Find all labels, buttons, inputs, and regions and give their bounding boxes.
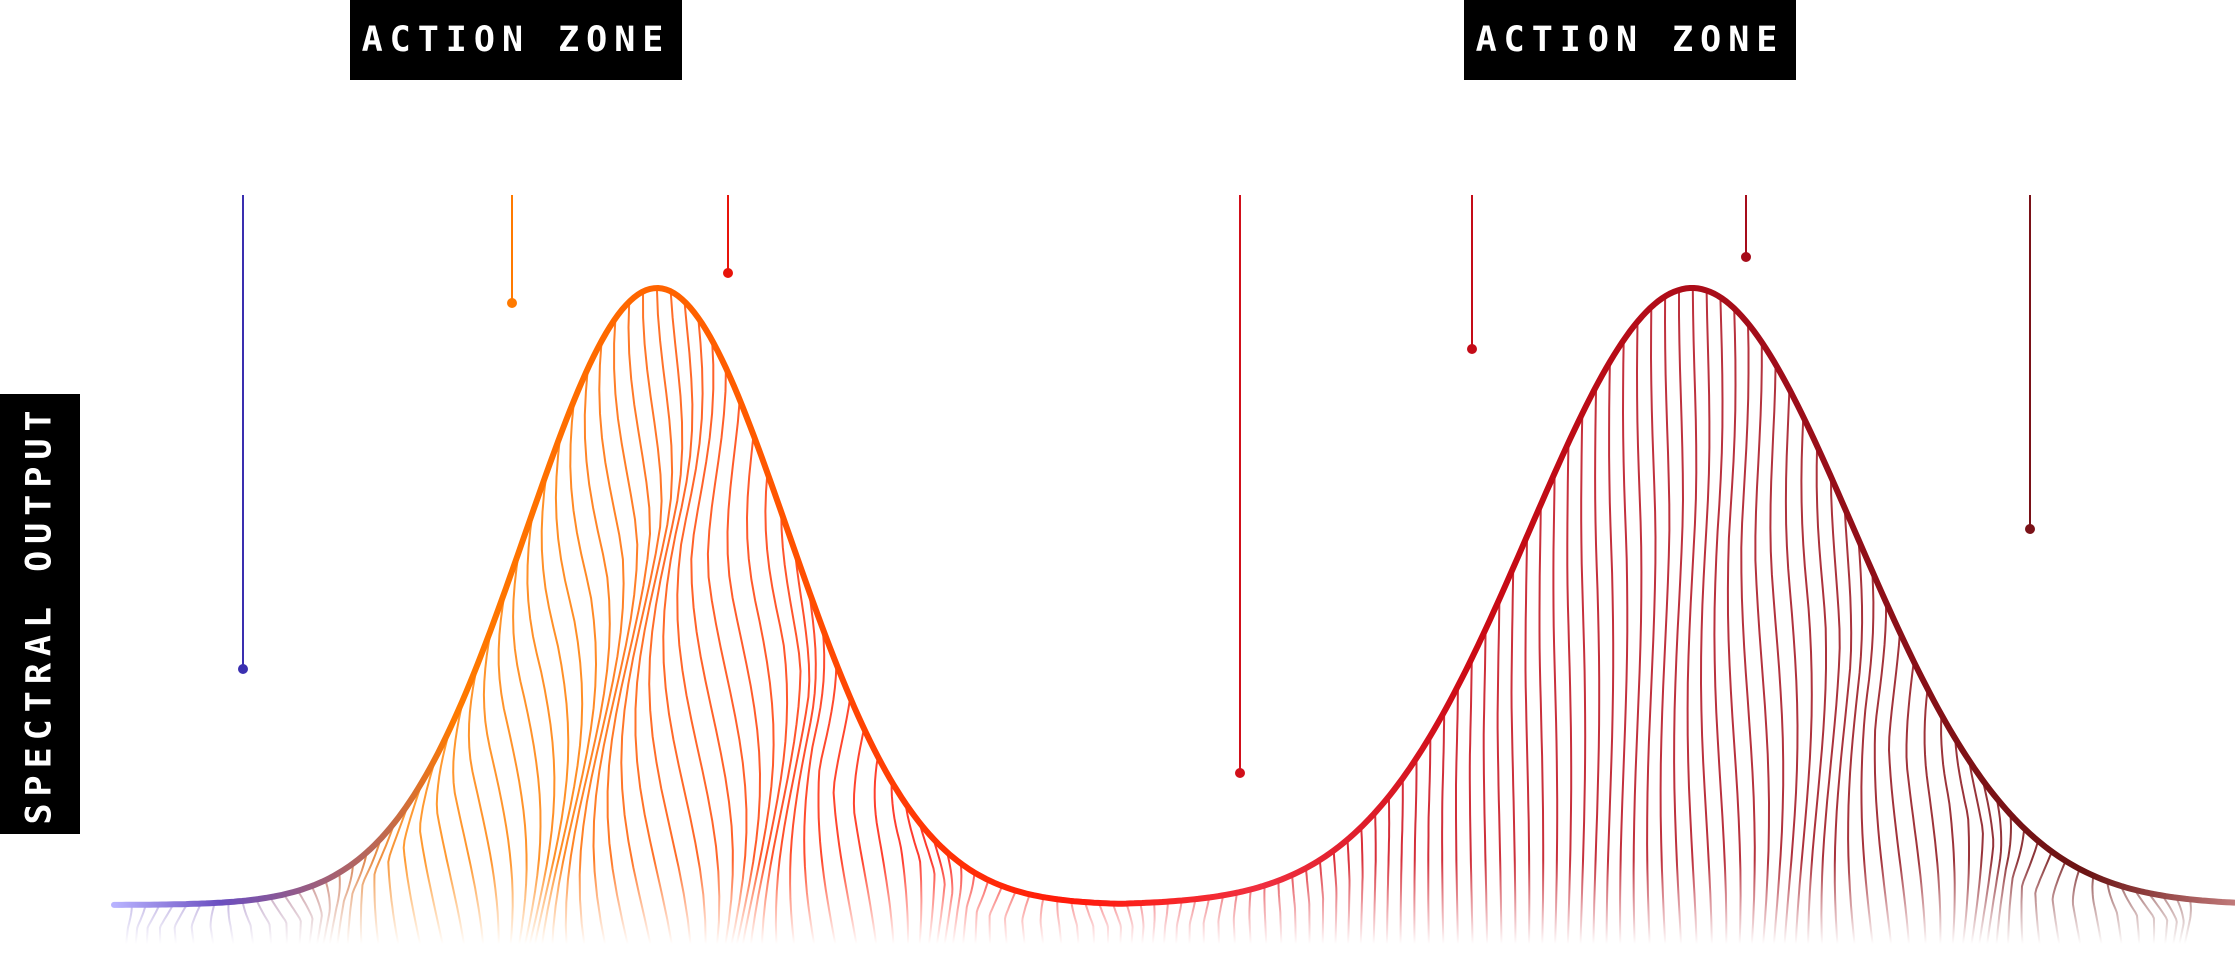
action-zone-right-text: ACTION ZONE [1475, 20, 1785, 60]
marker-dot [238, 664, 248, 674]
marker-dot [1467, 344, 1477, 354]
wave-line [648, 291, 693, 972]
bottom-fade-overlay [0, 860, 2235, 972]
marker-dot [2025, 524, 2035, 534]
marker-dot [1235, 768, 1245, 778]
marker-dot [507, 298, 517, 308]
spectral-output-axis-label: SPECTRAL OUTPUT [0, 394, 80, 834]
action-zone-label-left: ACTION ZONE [350, 0, 682, 80]
marker-dot [723, 268, 733, 278]
envelope-curve [111, 284, 2235, 908]
action-zone-left-text: ACTION ZONE [361, 20, 671, 60]
marker-pins [238, 195, 2035, 778]
marker-dot [1741, 252, 1751, 262]
wave-line [1673, 290, 1685, 972]
wave-line [1659, 296, 1671, 972]
wave-line [1713, 297, 1728, 972]
wave-line [1686, 287, 1699, 972]
wave-line [620, 291, 663, 972]
wave-line [1699, 290, 1714, 972]
wave-line [634, 287, 677, 972]
action-zone-label-right: ACTION ZONE [1464, 0, 1796, 80]
